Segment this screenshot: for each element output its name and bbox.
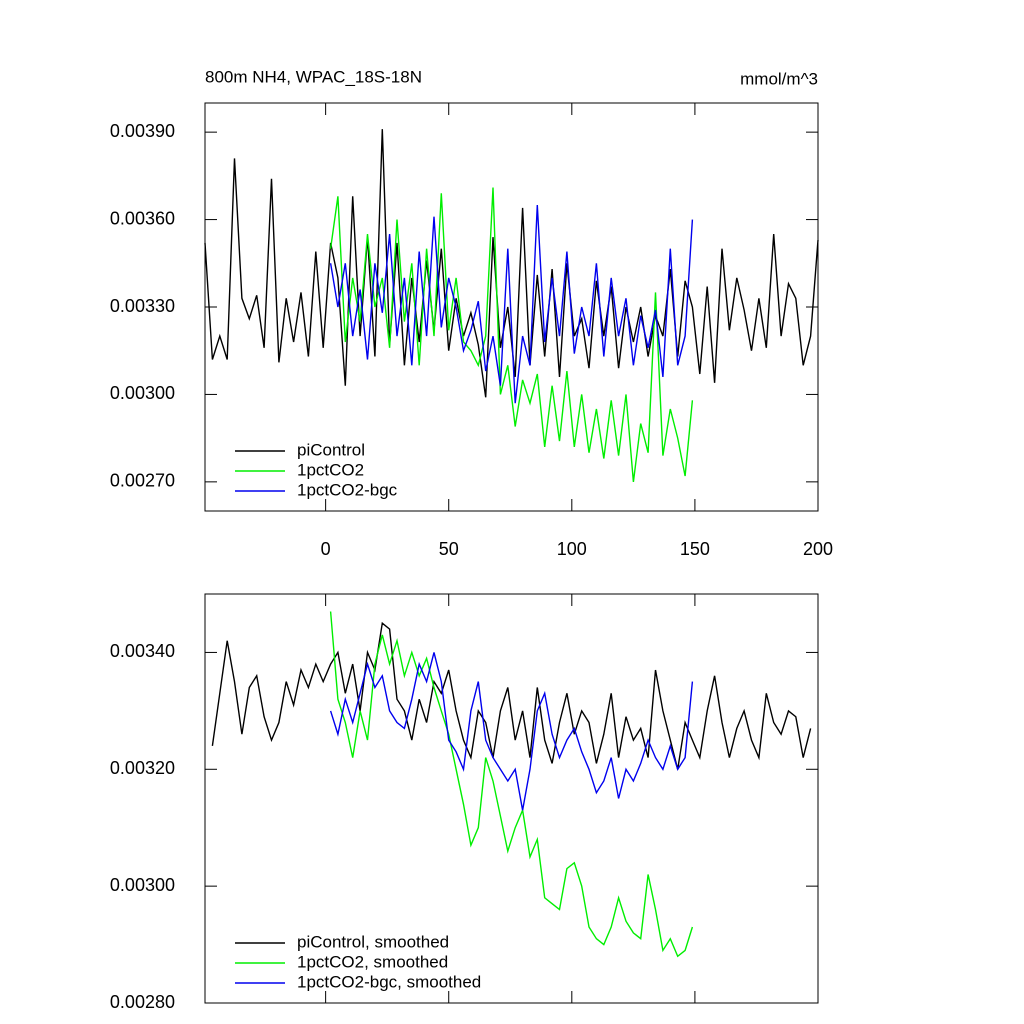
y-tick-label: 0.00280 [110,992,175,1012]
legend-label: piControl [297,440,365,459]
y-tick-label: 0.00340 [110,641,175,661]
legend-label: 1pctCO2-bgc [297,480,398,499]
y-tick-label: 0.00390 [110,121,175,141]
series-line [329,204,694,404]
y-tick-label: 0.00300 [110,383,175,403]
y-tick-label: 0.00320 [110,758,175,778]
x-tick-label: 150 [680,539,710,559]
y-tick-label: 0.00300 [110,875,175,895]
y-tick-label: 0.00330 [110,296,175,316]
legend-label: piControl, smoothed [297,932,449,951]
series-line [329,187,694,482]
x-tick-label: 200 [803,539,833,559]
series-line [204,129,819,398]
legend-label: 1pctCO2-bgc, smoothed [297,972,481,991]
legend-label: 1pctCO2 [297,460,364,479]
plot-frame [204,593,819,1004]
series-line [211,621,812,770]
x-tick-label: 100 [557,539,587,559]
x-tick-label: 0 [321,539,331,559]
series-line [329,611,694,958]
y-tick-label: 0.00360 [110,208,175,228]
chart-title: 800m NH4, WPAC_18S-18N [205,67,422,86]
units-label: mmol/m^3 [740,69,818,88]
y-tick-label: 0.00270 [110,471,175,491]
x-tick-label: 50 [439,539,459,559]
series-line [329,652,694,811]
legend-label: 1pctCO2, smoothed [297,952,448,971]
